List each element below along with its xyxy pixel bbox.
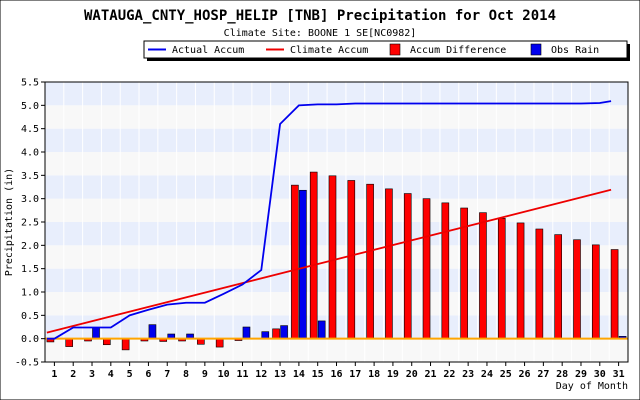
y-tick-label: -0.5 <box>15 358 39 369</box>
x-tick-label: 25 <box>500 369 512 380</box>
legend-accum-difference-label: Accum Difference <box>410 45 506 56</box>
y-tick-label: 4.5 <box>21 124 39 135</box>
x-tick-label: 26 <box>519 369 531 380</box>
obs-rain-bar <box>242 326 251 339</box>
x-tick-label: 17 <box>349 369 361 380</box>
x-tick-label: 12 <box>255 369 267 380</box>
x-axis-label: Day of Month <box>556 381 628 392</box>
y-tick-label: 1.0 <box>21 288 39 299</box>
x-tick-label: 30 <box>594 369 606 380</box>
accum-difference-bar <box>422 198 431 339</box>
bar-series <box>45 171 628 351</box>
x-axis-ticks: 1 2 3 4 5 6 7 8 9 10 11 12 13 14 15 16 17 18 19 20 21 22 23 24 2… <box>51 362 625 380</box>
x-tick-label: 14 <box>293 369 305 380</box>
x-tick-label: 1 <box>51 369 57 380</box>
climate-accum-line <box>46 188 612 334</box>
legend-climate-accum-label: Climate Accum <box>290 45 368 56</box>
accum-difference-bar <box>328 175 337 339</box>
x-tick-label: 10 <box>218 369 230 380</box>
accum-difference-bar <box>554 234 562 339</box>
obs-rain-bar <box>280 325 288 339</box>
y-axis-ticks: -0.5 0.0 0.5 1.0 1.5 2.0 2.5 3.0 3.5 4.0 4.5 5.0 5.5 <box>15 78 45 369</box>
y-tick-label: 0.5 <box>21 311 39 322</box>
y-tick-label: 3.0 <box>21 194 39 205</box>
accum-difference-bar <box>516 222 525 339</box>
y-tick-label: 0.0 <box>21 334 39 345</box>
x-tick-label: 20 <box>406 369 418 380</box>
obs-rain-bar <box>317 320 326 339</box>
obs-rain-bar <box>261 331 270 339</box>
x-tick-label: 3 <box>89 369 95 380</box>
legend-obs-rain-label: Obs Rain <box>551 45 599 56</box>
accum-difference-bar <box>497 217 506 339</box>
plot-band <box>45 338 628 362</box>
x-tick-label: 6 <box>145 369 151 380</box>
x-tick-label: 9 <box>202 369 208 380</box>
x-tick-label: 2 <box>70 369 76 380</box>
plot-band <box>45 175 628 199</box>
accum-difference-bar <box>573 239 581 339</box>
obs-rain-bar <box>299 189 307 339</box>
y-tick-label: 3.5 <box>21 171 39 182</box>
plot-band <box>45 152 628 176</box>
x-tick-label: 11 <box>236 369 248 380</box>
x-tick-label: 8 <box>183 369 189 380</box>
accum-difference-bar <box>366 183 374 339</box>
x-tick-label: 27 <box>537 369 549 380</box>
obs-rain-bar <box>92 327 100 339</box>
x-tick-label: 5 <box>127 369 133 380</box>
accum-difference-bar <box>591 244 600 339</box>
x-tick-label: 29 <box>575 369 587 380</box>
plot-frame <box>44 81 629 363</box>
legend-box <box>143 40 628 59</box>
accum-difference-bar <box>291 184 299 339</box>
x-tick-label: 13 <box>274 369 286 380</box>
accum-difference-bar <box>309 171 318 339</box>
y-tick-label: 2.0 <box>21 241 39 252</box>
x-tick-label: 16 <box>330 369 342 380</box>
x-tick-label: 7 <box>164 369 170 380</box>
x-tick-label: 18 <box>368 369 380 380</box>
x-tick-label: 21 <box>425 369 437 380</box>
y-tick-label: 5.0 <box>21 101 39 112</box>
accum-difference-bar <box>610 249 619 339</box>
legend-accum-difference-swatch <box>389 43 401 56</box>
plot-band <box>45 82 628 106</box>
y-axis-label: Precipitation (in) <box>4 168 15 276</box>
accum-difference-bar <box>121 338 130 351</box>
legend-obs-rain-swatch <box>530 43 542 56</box>
x-tick-label: 28 <box>556 369 568 380</box>
line-series <box>46 100 612 340</box>
accum-difference-bar <box>65 338 74 347</box>
x-tick-label: 31 <box>613 369 625 380</box>
plot-band <box>45 105 628 129</box>
x-tick-label: 22 <box>443 369 455 380</box>
x-tick-label: 4 <box>108 369 114 380</box>
accum-difference-bar <box>272 328 280 339</box>
x-tick-label: 19 <box>387 369 399 380</box>
legend-actual-accum-label: Actual Accum <box>172 45 244 56</box>
x-tick-label: 24 <box>481 369 493 380</box>
accum-difference-bar <box>403 193 412 339</box>
chart-subtitle: Climate Site: BOONE 1 SE[NC0982] <box>224 28 417 39</box>
chart-legend: Actual Accum Climate Accum Accum Differenc… <box>143 40 630 61</box>
plot-band <box>45 128 628 152</box>
chart-title: WATAUGA_CNTY_HOSP_HELIP [TNB] Precipitat… <box>84 8 556 24</box>
x-tick-label: 15 <box>312 369 324 380</box>
y-tick-label: 4.0 <box>21 148 39 159</box>
plot-band <box>45 198 628 222</box>
accum-difference-bar <box>479 212 487 339</box>
y-tick-label: 1.5 <box>21 264 39 275</box>
accum-difference-bar <box>347 180 356 339</box>
actual-accum-line <box>46 100 612 340</box>
accum-difference-bar <box>441 202 450 339</box>
obs-rain-bar <box>148 324 157 339</box>
x-tick-label: 23 <box>462 369 474 380</box>
accum-difference-bar <box>385 188 393 339</box>
accum-difference-bar <box>215 338 224 348</box>
y-tick-label: 5.5 <box>21 78 39 89</box>
y-tick-label: 2.5 <box>21 218 39 229</box>
accum-difference-bar <box>535 228 544 339</box>
